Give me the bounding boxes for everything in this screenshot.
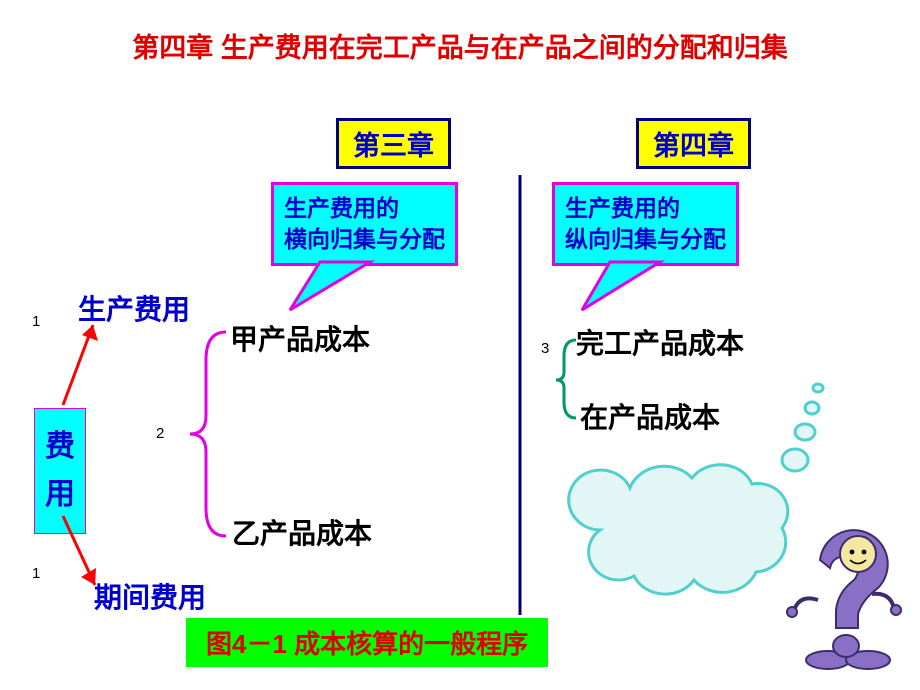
num-2: 2: [156, 425, 164, 442]
expense-box-line1: 费: [45, 423, 75, 471]
cloud-text: 如何计算完 工产品成本: [622, 498, 742, 563]
label-period-cost: 期间费用: [94, 576, 206, 616]
callout-right-line2: 纵向归集与分配: [565, 226, 726, 252]
callout-left: 生产费用的 横向归集与分配: [271, 182, 458, 266]
num-3: 3: [541, 340, 549, 357]
callout-right: 生产费用的 纵向归集与分配: [552, 182, 739, 266]
label-production-cost: 生产费用: [78, 288, 190, 328]
label-product-a: 甲产品成本: [230, 318, 370, 358]
page-title: 第四章 生产费用在完工产品与在产品之间的分配和归集: [0, 26, 920, 65]
callout-left-line2: 横向归集与分配: [284, 226, 445, 252]
callout-left-tail: [290, 262, 370, 310]
label-finished: 完工产品成本: [576, 322, 744, 362]
cloud-line2: 工产品成本: [622, 532, 742, 559]
expense-box: 费 用: [34, 408, 86, 534]
arrow-up: [63, 325, 98, 405]
label-product-b: 乙产品成本: [232, 512, 372, 552]
figure-caption: 图4－1 成本核算的一般程序: [186, 618, 548, 667]
label-in-process: 在产品成本: [580, 396, 720, 436]
callout-left-line1: 生产费用的: [284, 195, 399, 221]
callout-right-line1: 生产费用的: [565, 195, 680, 221]
expense-box-line2: 用: [45, 471, 75, 519]
brace-small: [556, 340, 576, 418]
chapter3-tag: 第三章: [336, 118, 451, 169]
num-1b: 1: [32, 565, 40, 582]
chapter4-tag: 第四章: [636, 118, 751, 169]
callout-right-tail: [582, 262, 660, 310]
brace-large: [190, 332, 226, 536]
cloud-line1: 如何计算完: [622, 500, 742, 527]
num-1a: 1: [32, 313, 40, 330]
question-mark-icon: [787, 530, 901, 669]
